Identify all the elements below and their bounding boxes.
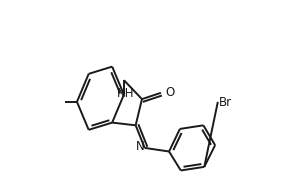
- Text: NH: NH: [117, 87, 134, 100]
- Text: Br: Br: [219, 96, 233, 109]
- Text: O: O: [165, 86, 175, 99]
- Text: N: N: [136, 141, 145, 153]
